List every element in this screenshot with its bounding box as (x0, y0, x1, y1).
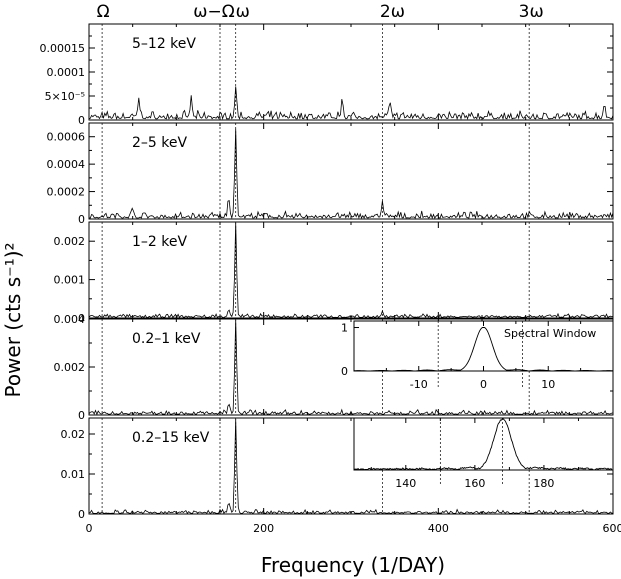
inset-x-tick-label: -10 (410, 378, 428, 391)
y-tick-label: 0.0006 (47, 131, 86, 144)
inset-curve (353, 418, 613, 471)
inset-curve (354, 327, 613, 372)
power-spectrum-trace (88, 319, 614, 416)
harmonic-label: Ω (97, 2, 110, 22)
y-tick-label: 0 (78, 312, 85, 325)
panel-2: 0 0.0002 0.0004 0.0006 2–5 keV (47, 122, 614, 226)
band-label: 5–12 keV (132, 36, 196, 52)
x-tick-label: 400 (428, 522, 449, 535)
x-axis-label: Frequency (1/DAY) (261, 553, 445, 577)
power-spectrum-trace (88, 222, 614, 319)
inset-label: Spectral Window (504, 327, 596, 340)
inset-x-tick-label: 10 (541, 378, 555, 391)
band-label: 0.2–1 keV (132, 331, 201, 347)
y-tick-label: 0.001 (54, 274, 86, 287)
y-tick-label: 0 (78, 508, 85, 521)
y-tick-label: 0.00015 (40, 42, 86, 55)
inset-x-tick-label: 180 (533, 477, 554, 490)
y-axis-label: Power (cts s⁻¹)² (1, 242, 25, 397)
band-label: 1–2 keV (132, 234, 187, 250)
y-tick-label: 0.004 (54, 313, 86, 326)
harmonic-label: ω−Ω (193, 2, 234, 22)
panel-1: 0 5×10⁻⁵ 0.0001 0.00015 5–12 keV (40, 23, 614, 127)
y-tick-label: 0.002 (54, 361, 86, 374)
inset-x-tick-label: 0 (480, 378, 487, 391)
inset-x-tick-label: 140 (395, 477, 416, 490)
inset-frame (353, 320, 614, 372)
panel-3: 0 0.001 0.002 1–2 keV (54, 221, 614, 325)
y-tick-label: 0.01 (61, 468, 86, 481)
inset-1: -10 0 10 0 1 Spectral Window (341, 320, 614, 391)
harmonic-label: ω (236, 2, 250, 22)
y-tick-label: 5×10⁻⁵ (45, 90, 85, 103)
inset-y-tick-label: 1 (341, 322, 348, 335)
harmonic-label: 3ω (519, 2, 544, 22)
x-tick-label: 200 (253, 522, 274, 535)
y-tick-label: 0.0002 (47, 186, 86, 199)
stacked-periodogram-panels: 0 5×10⁻⁵ 0.0001 0.00015 5–12 keV 0 0.0002 0.000… (40, 23, 621, 535)
axis-labels: Frequency (1/DAY) Power (cts s⁻¹)² (1, 242, 445, 577)
x-tick-label: 0 (86, 522, 93, 535)
band-label: 0.2–15 keV (132, 430, 210, 446)
inset-frame (353, 417, 614, 471)
power-spectrum-trace (88, 419, 613, 515)
y-tick-label: 0.002 (54, 235, 86, 248)
inset-plots: -10 0 10 0 1 Spectral Window 140 160 180 (341, 320, 614, 490)
power-spectrum-trace (88, 128, 614, 220)
y-tick-label: 0.0001 (47, 66, 86, 79)
x-tick-label: 600 (603, 522, 621, 535)
y-tick-label: 0 (78, 409, 85, 422)
inset-x-tick-label: 160 (464, 477, 485, 490)
y-tick-label: 0 (78, 114, 85, 127)
inset-2: 140 160 180 (353, 417, 614, 490)
y-tick-label: 0 (78, 213, 85, 226)
power-spectrum-trace (88, 86, 614, 121)
y-tick-label: 0.0004 (47, 158, 86, 171)
band-label: 2–5 keV (132, 135, 187, 151)
harmonic-label: 2ω (380, 2, 405, 22)
inset-y-tick-label: 0 (341, 365, 348, 378)
y-tick-label: 0.02 (61, 428, 86, 441)
